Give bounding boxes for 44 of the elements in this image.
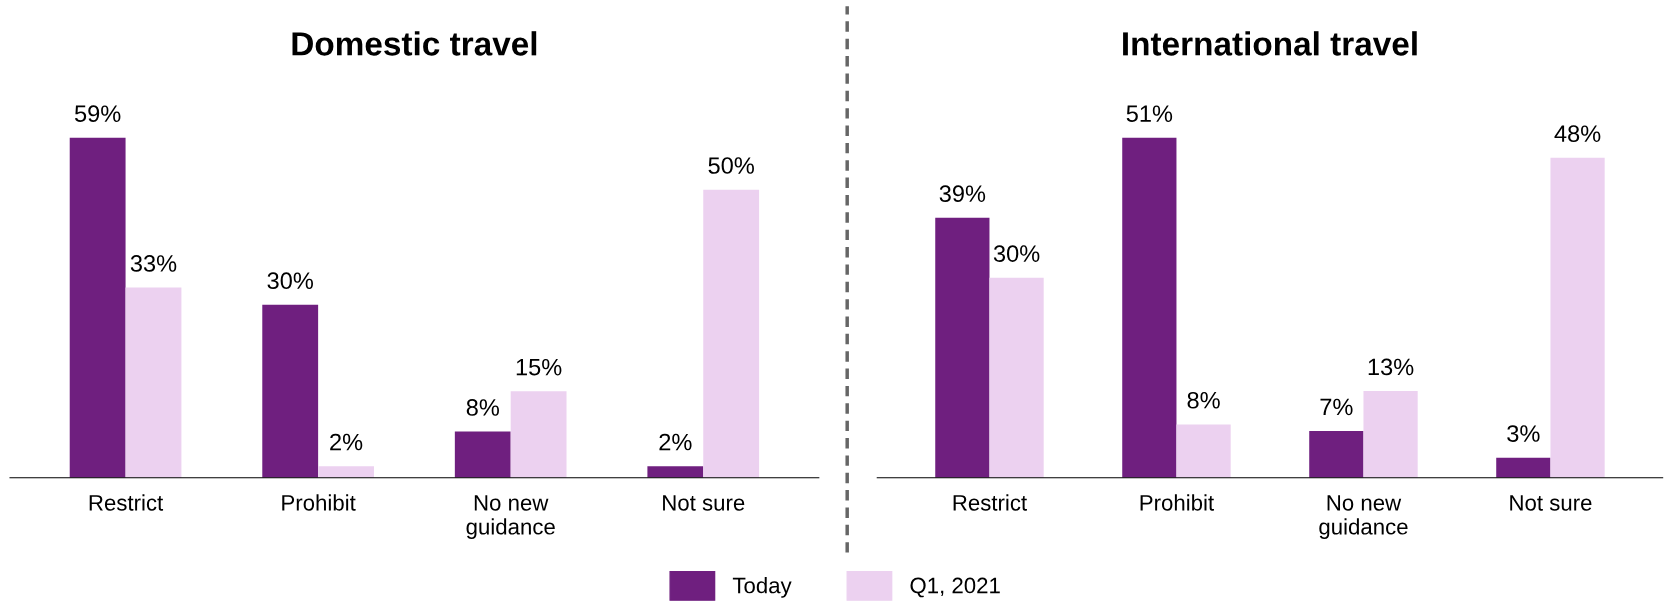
x-tick-label: Prohibit <box>282 494 356 511</box>
data-label: 13% <box>1368 358 1414 376</box>
bar <box>318 466 374 478</box>
legend-label: Q1, 2021 <box>910 577 1000 598</box>
chart-title: International travel <box>1123 31 1417 56</box>
bar <box>1176 424 1231 478</box>
data-label: 30% <box>993 245 1040 262</box>
data-label: 7% <box>1320 398 1353 416</box>
data-label: 59% <box>74 105 121 123</box>
x-tick-label: No new guidance <box>1319 495 1408 540</box>
bar <box>1122 137 1177 478</box>
bar <box>69 137 126 478</box>
x-tick-label: Restrict <box>953 494 1027 511</box>
bar <box>1550 157 1605 478</box>
x-tick-label: Not sure <box>1510 495 1592 511</box>
bar <box>703 189 760 478</box>
bar <box>125 287 182 478</box>
data-label: 2% <box>659 433 692 451</box>
data-label: 3% <box>1507 425 1540 442</box>
legend-label: Today <box>732 577 792 598</box>
chart-title: Domestic travel <box>292 31 537 56</box>
data-label: 33% <box>130 255 177 272</box>
bar <box>647 466 704 478</box>
x-tick-label: Not sure <box>663 495 745 511</box>
bar <box>262 304 319 478</box>
data-label: 51% <box>1126 105 1173 123</box>
x-tick-label: No new guidance <box>466 495 555 540</box>
bar <box>1309 431 1364 478</box>
bar <box>510 391 567 478</box>
data-label: 8% <box>1187 391 1220 409</box>
x-tick-label: Prohibit <box>1140 494 1214 511</box>
data-label: 15% <box>516 358 562 376</box>
data-label: 50% <box>708 157 754 174</box>
bar <box>1363 391 1418 478</box>
bar <box>454 431 511 478</box>
data-label: 39% <box>939 185 986 202</box>
data-label: 48% <box>1554 125 1601 143</box>
data-label: 2% <box>330 433 363 451</box>
x-tick-label: Restrict <box>89 494 164 511</box>
bar <box>935 217 990 478</box>
data-label: 30% <box>267 272 313 290</box>
data-label: 8% <box>466 399 499 416</box>
bar <box>1496 457 1551 478</box>
bar <box>989 277 1044 478</box>
